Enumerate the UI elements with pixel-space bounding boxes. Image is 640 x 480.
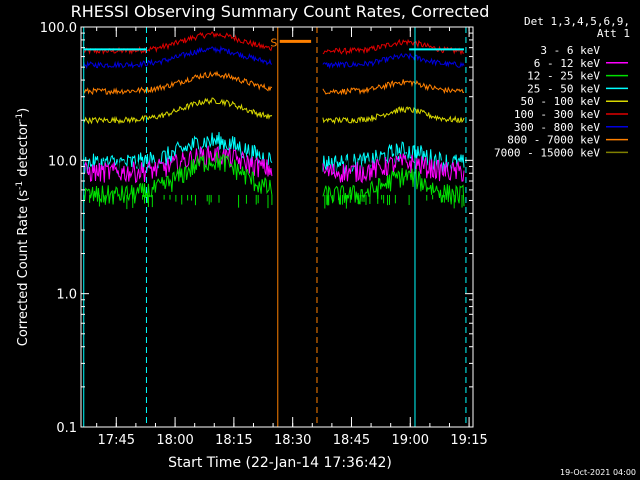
legend-header-line1: Det 1,3,4,5,6,9, bbox=[524, 15, 630, 28]
legend-label: 6 - 12 keV bbox=[534, 57, 601, 70]
chart-title: RHESSI Observing Summary Count Rates, Co… bbox=[71, 2, 490, 21]
series-line-800-7000keV bbox=[322, 79, 465, 96]
series-line-12-25keV bbox=[83, 152, 273, 205]
plot-frame bbox=[80, 26, 474, 428]
series-line-800-7000keV bbox=[83, 70, 273, 96]
plot-area: S bbox=[83, 27, 467, 427]
series-line-25-50keV bbox=[322, 141, 465, 175]
legend-label: 50 - 100 keV bbox=[521, 95, 601, 108]
y-axis: 0.1 1.0 10.0 100.0 bbox=[40, 21, 473, 436]
legend-label: 100 - 300 keV bbox=[514, 108, 600, 121]
y-tick-label: 100.0 bbox=[40, 21, 77, 36]
x-tick-label: 19:00 bbox=[392, 433, 429, 448]
x-axis-label: Start Time (22-Jan-14 17:36:42) bbox=[168, 455, 392, 471]
x-tick-label: 19:15 bbox=[450, 433, 487, 448]
x-tick-label: 18:00 bbox=[156, 433, 193, 448]
series-line-100-300keV bbox=[83, 31, 273, 55]
series-line-50-100keV bbox=[83, 97, 273, 125]
series-line-300-800keV bbox=[83, 45, 273, 70]
legend-label: 3 - 6 keV bbox=[540, 44, 600, 57]
y-axis-label-main: Corrected Count Rate (s bbox=[16, 190, 31, 347]
footer-timestamp: 19-Oct-2021 04:00 bbox=[560, 468, 636, 477]
series-line-6-12keV bbox=[322, 153, 465, 184]
x-axis: 17:45 18:00 18:15 18:30 18:45 19:00 19:15 bbox=[96, 27, 488, 448]
series-line-3-6keV bbox=[322, 152, 465, 181]
series-line-50-100keV bbox=[322, 106, 465, 125]
y-axis-label-mid: detector bbox=[16, 121, 31, 181]
y-axis-label: Corrected Count Rate (s-1 detector-1) bbox=[15, 108, 31, 346]
legend-label: 300 - 800 keV bbox=[514, 121, 600, 134]
y-tick-label: 0.1 bbox=[56, 421, 77, 436]
y-axis-label-sup1: -1 bbox=[15, 181, 25, 190]
y-axis-label-end: ) bbox=[16, 108, 31, 113]
y-tick-label: 10.0 bbox=[48, 154, 77, 169]
x-tick-label: 18:30 bbox=[274, 433, 311, 448]
x-tick-label: 18:15 bbox=[215, 433, 252, 448]
y-tick-label: 1.0 bbox=[56, 288, 77, 303]
legend-label: 12 - 25 keV bbox=[527, 70, 600, 83]
saa-marker: S bbox=[270, 36, 277, 49]
x-tick-label: 17:45 bbox=[98, 433, 135, 448]
legend-label: 800 - 7000 keV bbox=[507, 134, 600, 147]
y-axis-label-sup2: -1 bbox=[15, 113, 25, 122]
series-line-300-800keV bbox=[322, 52, 465, 70]
x-tick-label: 18:45 bbox=[333, 433, 370, 448]
legend-label: 25 - 50 keV bbox=[527, 82, 600, 95]
legend-header-line2: Att 1 bbox=[597, 27, 630, 40]
legend-label: 7000 - 15000 keV bbox=[494, 146, 600, 159]
